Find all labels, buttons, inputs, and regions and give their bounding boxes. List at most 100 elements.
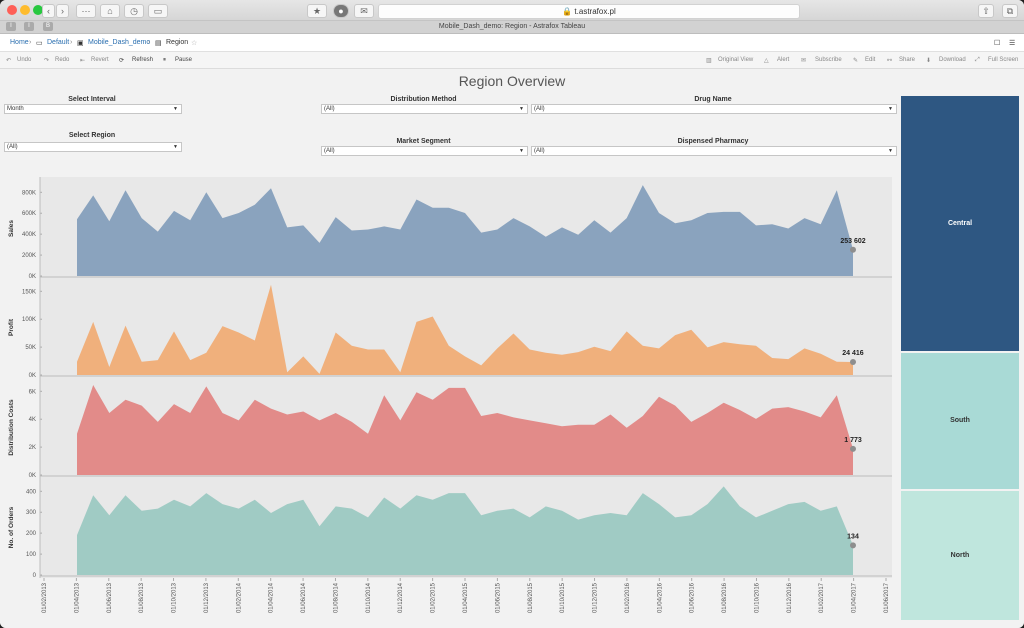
market-segment-dropdown[interactable]: (All) ▼ xyxy=(321,146,528,156)
breadcrumb-workbook[interactable]: Mobile_Dash_demo xyxy=(88,39,151,46)
forward-icon[interactable]: › xyxy=(56,4,69,18)
refresh-button[interactable]: Refresh xyxy=(132,57,154,63)
y-tick-label: 800K xyxy=(22,190,36,196)
panel-profit: 0K 50K 100K 150K Profit 24 416 xyxy=(8,284,892,379)
end-value-label: 253 602 xyxy=(840,238,865,245)
browser-toolbar: ‹ › ⋯ ⌂ ◷ ▭ ★ ● ✉ 🔒 t.astrafox.pl ⇧ ⧉ xyxy=(0,0,1024,21)
download-button[interactable]: Download xyxy=(939,57,966,63)
lock-icon: 🔒 xyxy=(562,7,573,16)
treemap-central[interactable]: Central xyxy=(901,96,1019,351)
history-icon[interactable]: ◷ xyxy=(124,4,144,18)
x-tick-label: 01/04/2015 xyxy=(463,582,469,613)
market-segment-value: (All) xyxy=(324,148,335,154)
treemap-south[interactable]: South xyxy=(901,353,1019,489)
treemap-central-label: Central xyxy=(947,220,973,227)
y-tick-label: 100 xyxy=(26,552,37,558)
home-icon[interactable]: ⌂ xyxy=(100,4,120,18)
end-value-label: 134 xyxy=(847,533,859,540)
y-tick-label: 50K xyxy=(25,345,36,351)
pinned-tab-icon[interactable]: I xyxy=(6,22,16,31)
filter-label-interval: Select Interval xyxy=(68,96,116,103)
dropdown-arrow-icon: ▼ xyxy=(173,144,178,150)
original-view-icon: ▥ xyxy=(706,58,712,64)
close-window-button[interactable] xyxy=(7,5,17,15)
edit-button[interactable]: Edit xyxy=(865,57,876,63)
end-value-label: 1 773 xyxy=(844,437,862,444)
distribution-method-dropdown[interactable]: (All) ▼ xyxy=(321,104,528,114)
x-tick-label: 01/04/2017 xyxy=(852,582,858,613)
original-view-button[interactable]: Original View xyxy=(718,57,754,63)
x-tick-label: 01/12/2013 xyxy=(204,582,210,613)
x-tick-label: 01/06/2015 xyxy=(495,582,501,613)
y-tick-label: 200 xyxy=(26,531,37,537)
x-tick-label: 01/02/2014 xyxy=(236,582,242,613)
breadcrumb-project[interactable]: Default xyxy=(47,39,70,46)
breadcrumb-view: Region xyxy=(166,39,189,46)
share-icon[interactable]: ⇧ xyxy=(978,4,994,18)
favorite-star-icon[interactable]: ☆ xyxy=(191,40,198,47)
sidebar-icon[interactable]: ▭ xyxy=(148,4,168,18)
area-series xyxy=(77,185,853,276)
tab-title[interactable]: Mobile_Dash_demo: Region - Astrafox Tabl… xyxy=(438,23,586,30)
redo-button[interactable]: Redo xyxy=(55,57,70,63)
back-icon[interactable]: ‹ xyxy=(42,4,55,18)
select-interval-dropdown[interactable]: Month ▼ xyxy=(4,104,182,114)
region-treemap[interactable]: Central South North xyxy=(901,96,1019,620)
x-tick-label: 01/04/2016 xyxy=(657,582,663,613)
select-region-dropdown[interactable]: (All) ▼ xyxy=(4,142,182,152)
x-tick-label: 01/08/2013 xyxy=(139,582,145,613)
pause-button[interactable]: Pause xyxy=(175,57,193,63)
x-tick-label: 01/12/2015 xyxy=(593,582,599,613)
dropdown-arrow-icon: ▼ xyxy=(519,106,524,112)
undo-button[interactable]: Undo xyxy=(17,57,32,63)
comments-icon[interactable]: ☐ xyxy=(994,40,1001,47)
menu-icon[interactable]: ☰ xyxy=(1009,40,1016,47)
treemap-north[interactable]: North xyxy=(901,491,1019,620)
x-tick-label: 01/06/2017 xyxy=(884,582,890,613)
y-axis-label: No. of Orders xyxy=(8,506,15,548)
y-tick-label: 200K xyxy=(22,253,36,259)
page-title: Region Overview xyxy=(458,73,566,89)
view-icon: ▤ xyxy=(155,40,162,47)
x-tick-label: 01/02/2016 xyxy=(625,582,631,613)
end-point-marker xyxy=(850,445,856,452)
area-series xyxy=(77,486,853,575)
pinned-tab-icon[interactable]: I xyxy=(24,22,34,31)
x-tick-label: 01/06/2014 xyxy=(301,582,307,613)
x-tick-label: 01/06/2013 xyxy=(107,582,113,613)
extension-icon[interactable]: ● xyxy=(333,4,349,18)
share-button[interactable]: Share xyxy=(899,57,916,63)
x-tick-label: 01/02/2015 xyxy=(431,582,437,613)
subscribe-button[interactable]: Subscribe xyxy=(815,57,842,63)
drug-name-dropdown[interactable]: (All) ▼ xyxy=(531,104,897,114)
undo-icon: ↶ xyxy=(6,58,12,64)
x-tick-label: 01/10/2016 xyxy=(754,582,760,613)
bookmark-icon[interactable]: ★ xyxy=(307,4,327,18)
alert-button[interactable]: Alert xyxy=(777,57,790,63)
pinned-tab-icon[interactable]: B xyxy=(43,22,53,31)
x-tick-label: 01/04/2014 xyxy=(269,582,275,613)
address-bar[interactable]: 🔒 t.astrafox.pl xyxy=(378,4,800,19)
area-charts[interactable]: 0K 200K 400K 600K 800K Sales 253 602 0K 50K 100K 1… xyxy=(4,177,896,624)
workbook-icon: ▣ xyxy=(77,40,84,47)
filter-label-segment: Market Segment xyxy=(396,138,451,145)
revert-button[interactable]: Revert xyxy=(91,57,109,63)
breadcrumb-home[interactable]: Home xyxy=(10,39,29,46)
y-tick-label: 0K xyxy=(29,473,36,479)
reader-icon[interactable]: ✉ xyxy=(354,4,374,18)
x-tick-label: 01/12/2016 xyxy=(787,582,793,613)
redo-icon: ↷ xyxy=(44,58,50,64)
zoom-window-button[interactable] xyxy=(33,5,43,15)
minimize-window-button[interactable] xyxy=(20,5,30,15)
y-tick-label: 400K xyxy=(22,232,36,238)
full-screen-button[interactable]: Full Screen xyxy=(988,57,1019,63)
dropdown-arrow-icon: ▼ xyxy=(173,106,178,112)
y-tick-label: 300 xyxy=(26,510,37,516)
download-icon: ⬇ xyxy=(926,58,932,64)
refresh-icon: ⟳ xyxy=(119,58,125,64)
y-tick-label: 100K xyxy=(22,317,36,323)
dispensed-pharmacy-dropdown[interactable]: (All) ▼ xyxy=(531,146,897,156)
tabs-icon[interactable]: ⧉ xyxy=(1002,4,1018,18)
y-axis-label: Distribution Costs xyxy=(8,399,15,456)
grid-icon[interactable]: ⋯ xyxy=(76,4,96,18)
